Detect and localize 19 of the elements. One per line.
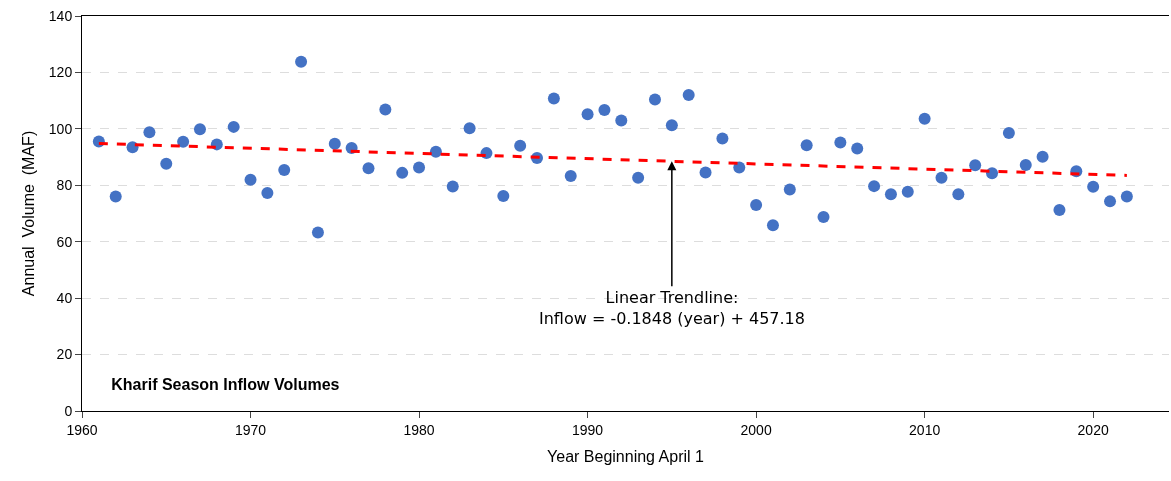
y-tick-label: 80 [56,177,73,194]
y-tick-label: 20 [56,346,73,363]
y-tick-label: 100 [48,120,73,137]
y-tick-label: 60 [56,233,73,250]
x-axis-title: Year Beginning April 1 [547,448,705,466]
text: Kharif Season Inflow Volumes [111,376,340,394]
x-tick-label: 1990 [572,421,604,438]
x-tick-label: 1980 [403,421,435,438]
y-axis-title: Annual Volume (MAF) [19,130,37,297]
x-tick-label: 1960 [66,421,98,438]
y-tick-label: 0 [64,402,73,419]
x-tick-label: 2010 [909,421,941,438]
y-tick-label: 40 [56,290,73,307]
annotation: Linear Trendline: Inflow = -0.1848 (year) + 457.18 [539,288,805,328]
x-tick-label: 1970 [234,421,267,438]
x-tick-label: 2000 [740,421,772,438]
x-tick-label: 2020 [1077,421,1109,438]
y-tick-label: 120 [48,64,73,81]
y-tick-label: 140 [48,7,73,24]
